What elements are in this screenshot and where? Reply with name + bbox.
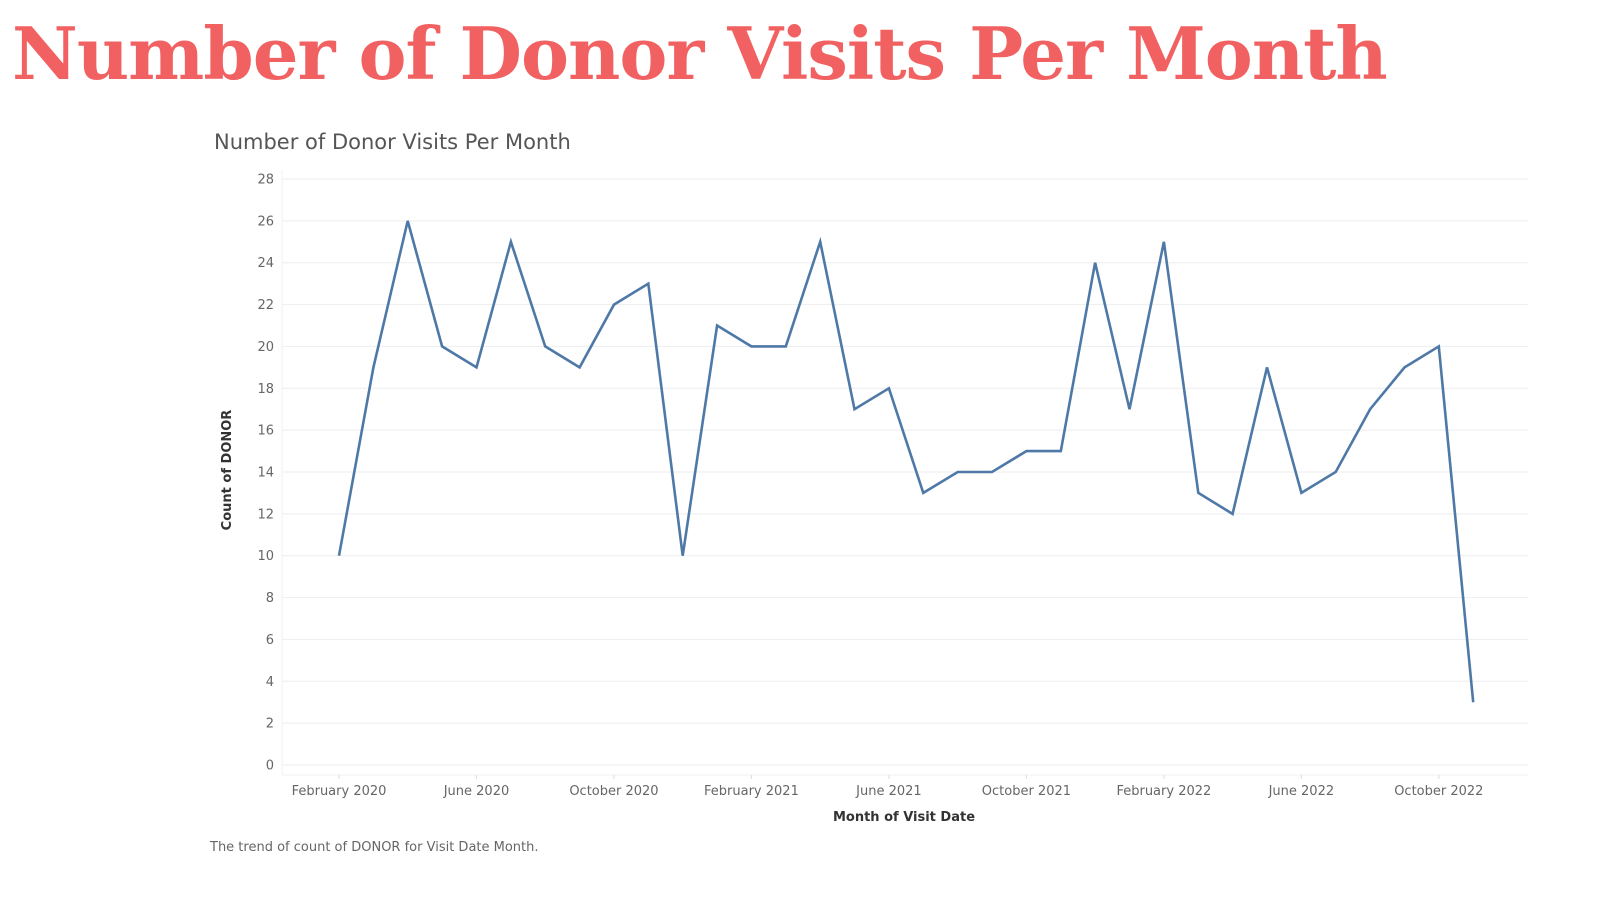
data-point — [1402, 364, 1408, 370]
data-point — [886, 385, 892, 391]
data-point — [577, 364, 583, 370]
y-tick-label: 6 — [266, 633, 274, 648]
data-point — [611, 302, 617, 308]
data-point — [955, 469, 961, 475]
data-point — [474, 364, 480, 370]
data-point — [1367, 406, 1373, 412]
y-tick-label: 4 — [266, 675, 274, 690]
x-tick-label: October 2022 — [1394, 784, 1483, 799]
data-point — [1023, 448, 1029, 454]
donor-count-line — [337, 220, 1475, 703]
data-point — [817, 239, 823, 245]
y-tick-label: 0 — [266, 759, 274, 774]
y-tick-label: 12 — [257, 507, 274, 522]
data-point — [989, 469, 995, 475]
data-point — [336, 553, 342, 559]
x-tick-label: February 2022 — [1116, 784, 1211, 799]
data-point — [1230, 511, 1236, 517]
data-point — [645, 281, 651, 287]
y-tick-label: 16 — [257, 424, 274, 439]
data-point — [508, 239, 514, 245]
data-point — [1333, 469, 1339, 475]
data-point — [1092, 260, 1098, 266]
data-point — [920, 490, 926, 496]
x-axis: February 2020 June 2020 October 2020 Februa… — [282, 774, 1528, 799]
data-point — [1161, 239, 1167, 245]
data-point — [405, 218, 411, 224]
x-tick-label: June 2021 — [855, 784, 922, 799]
x-tick-label: October 2021 — [982, 784, 1071, 799]
x-tick-label: February 2020 — [292, 784, 387, 799]
y-tick-label: 28 — [257, 173, 274, 188]
data-series — [336, 218, 1476, 705]
data-point — [714, 323, 720, 329]
y-axis-title: Count of DONOR — [220, 410, 235, 531]
data-point — [852, 406, 858, 412]
gridlines — [282, 178, 1528, 766]
x-tick-label: June 2022 — [1268, 784, 1335, 799]
y-tick-label: 24 — [257, 256, 274, 271]
chart-caption: The trend of count of DONOR for Visit Da… — [210, 840, 539, 855]
data-point — [1058, 448, 1064, 454]
y-tick-label: 20 — [257, 340, 274, 355]
page-heading: Number of Donor Visits Per Month — [12, 11, 1388, 96]
data-point — [439, 343, 445, 349]
data-point — [1436, 343, 1442, 349]
x-tick-label: June 2020 — [443, 784, 510, 799]
y-tick-label: 14 — [257, 466, 274, 481]
data-point — [680, 553, 686, 559]
data-point — [1127, 406, 1133, 412]
y-tick-label: 22 — [257, 298, 274, 313]
data-point — [1195, 490, 1201, 496]
y-tick-label: 2 — [266, 717, 274, 732]
x-tick-label: October 2020 — [569, 784, 658, 799]
data-point — [783, 343, 789, 349]
data-point — [1470, 699, 1476, 705]
y-tick-label: 8 — [266, 591, 274, 606]
y-tick-label: 10 — [257, 549, 274, 564]
y-tick-label: 18 — [257, 382, 274, 397]
data-point — [370, 364, 376, 370]
x-axis-title: Month of Visit Date — [833, 810, 975, 825]
data-point — [1298, 490, 1304, 496]
data-point — [542, 343, 548, 349]
x-tick-label: February 2021 — [704, 784, 799, 799]
chart-title: Number of Donor Visits Per Month — [214, 130, 571, 154]
data-point — [1264, 364, 1270, 370]
y-tick-label: 26 — [257, 214, 274, 229]
data-point — [748, 343, 754, 349]
